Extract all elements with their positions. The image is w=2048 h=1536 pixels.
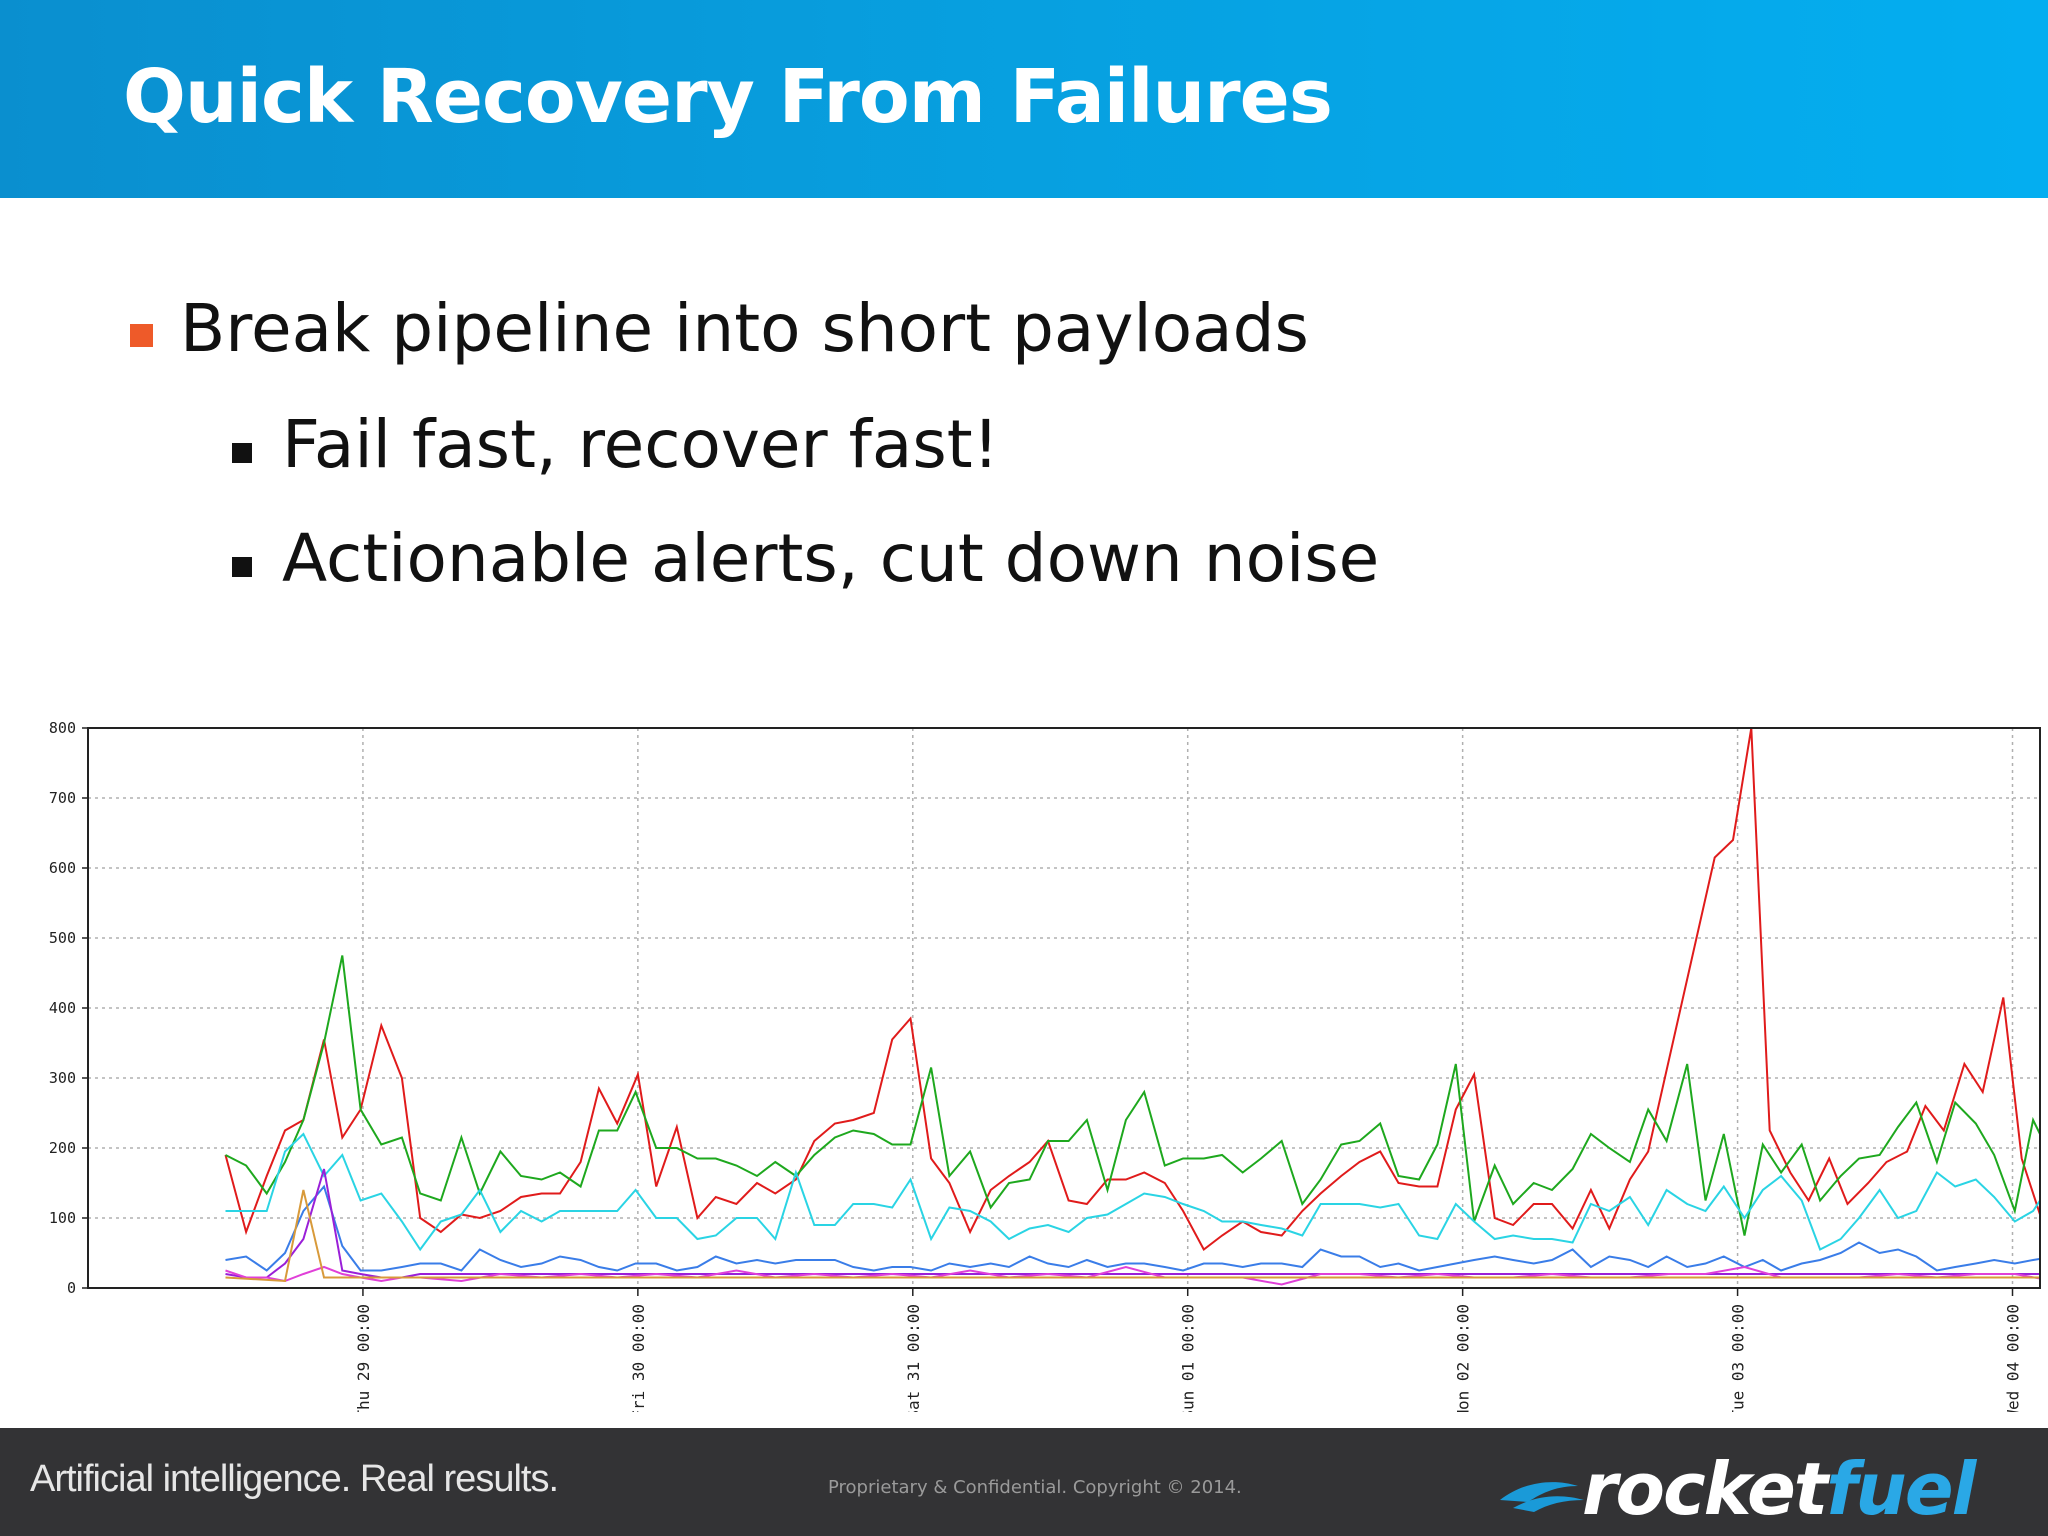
x-tick-label: Tue 03 00:00: [1729, 1304, 1748, 1412]
x-tick-label: Thu 29 00:00: [354, 1304, 373, 1412]
y-tick-label: 800: [49, 719, 76, 737]
series-line-5: [225, 1265, 2040, 1286]
chart-axes: 0 100 200 300 400 500 600 700 800 Thu 29 00:00 Fri…: [49, 719, 2023, 1412]
chart-grid: [88, 727, 2040, 1289]
x-tick-label: Sat 31 00:00: [904, 1304, 923, 1412]
chart-series: [224, 728, 2040, 1286]
x-tick-label: Mon 02 00:00: [1454, 1304, 1473, 1412]
copyright-notice: Proprietary & Confidential. Copyright © …: [828, 1477, 1242, 1498]
footer-tagline: Artificial intelligence. Real results.: [30, 1458, 559, 1500]
black-square-bullet-icon: [232, 557, 252, 577]
x-tick-label: Sun 01 00:00: [1179, 1304, 1198, 1412]
logo-word-fuel: fuel: [1826, 1448, 1977, 1528]
bullet-text: Actionable alerts, cut down noise: [282, 520, 1380, 597]
y-tick-label: 400: [49, 999, 76, 1017]
series-line-1: [225, 955, 2040, 1236]
x-tick-label: Fri 30 00:00: [629, 1304, 648, 1412]
series-line-0: [224, 728, 2040, 1252]
logo-word-rocket: rocket: [1582, 1448, 1831, 1528]
bullet-text: Break pipeline into short payloads: [180, 290, 1309, 367]
y-tick-label: 0: [67, 1279, 76, 1297]
slide-title: Quick Recovery From Failures: [123, 54, 1333, 140]
series-line-2: [225, 1132, 2040, 1252]
series-line-6: [225, 1189, 2040, 1283]
bullet-text: Fail fast, recover fast!: [282, 406, 1000, 483]
y-tick-label: 300: [49, 1069, 76, 1087]
y-tick-label: 100: [49, 1209, 76, 1227]
y-tick-label: 600: [49, 859, 76, 877]
rocketfuel-logo: rocketfuel: [1500, 1448, 1980, 1528]
y-tick-label: 700: [49, 789, 76, 807]
series-line-3: [225, 1184, 2040, 1272]
orange-square-bullet-icon: [130, 324, 153, 347]
rocket-swoosh-icon: [1500, 1482, 1584, 1512]
svg-text:rocketfuel: rocketfuel: [1582, 1448, 1978, 1528]
time-series-chart: 0 100 200 300 400 500 600 700 800 Thu 29 00:00 Fri…: [49, 719, 2041, 1412]
y-tick-label: 200: [49, 1139, 76, 1157]
title-bar: Quick Recovery From Failures: [0, 0, 2048, 198]
footer-bar: Artificial intelligence. Real results. P…: [0, 1428, 2048, 1536]
y-tick-label: 500: [49, 929, 76, 947]
black-square-bullet-icon: [232, 443, 252, 463]
series-line-4: [225, 1168, 2040, 1279]
x-tick-label: Wed 04 00:00: [2004, 1304, 2023, 1412]
